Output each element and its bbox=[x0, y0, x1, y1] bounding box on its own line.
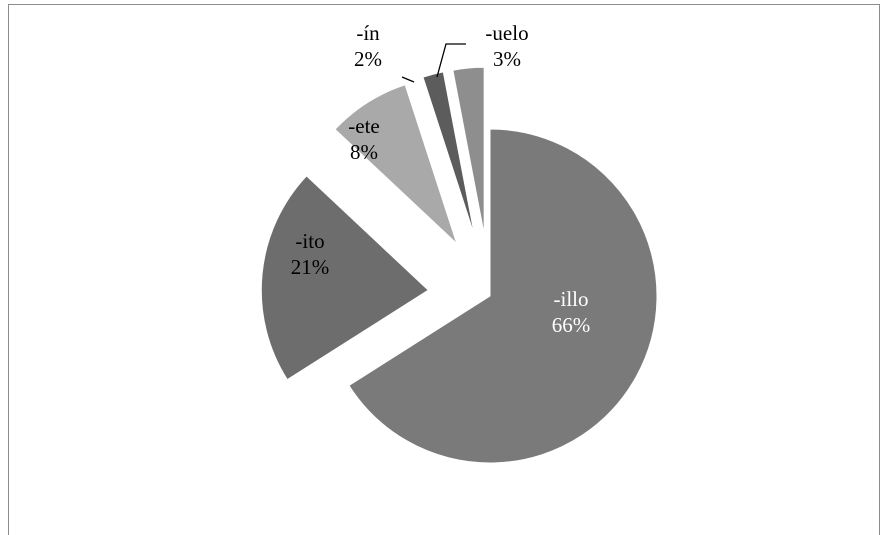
pie-slice-illo bbox=[348, 128, 658, 464]
slice-label-in: -ín bbox=[356, 21, 380, 45]
leader-line-in bbox=[401, 76, 415, 83]
slice-label-ete: -ete bbox=[348, 114, 379, 138]
pie-slice-ito bbox=[260, 175, 430, 381]
slice-label-uelo: -uelo bbox=[485, 21, 528, 45]
slice-value-ito: 21% bbox=[291, 255, 330, 279]
slice-value-ete: 8% bbox=[350, 140, 378, 164]
slice-label-illo: -illo bbox=[554, 287, 589, 311]
slice-value-in: 2% bbox=[354, 47, 382, 71]
slice-label-ito: -ito bbox=[295, 229, 324, 253]
slice-value-illo: 66% bbox=[552, 313, 591, 337]
pie-slice-ete bbox=[334, 84, 458, 245]
leader-line-uelo bbox=[436, 43, 466, 78]
slice-value-uelo: 3% bbox=[493, 47, 521, 71]
pie-slice-uelo bbox=[452, 66, 485, 235]
chart-border bbox=[8, 4, 880, 535]
pie-slice-in bbox=[422, 71, 476, 237]
